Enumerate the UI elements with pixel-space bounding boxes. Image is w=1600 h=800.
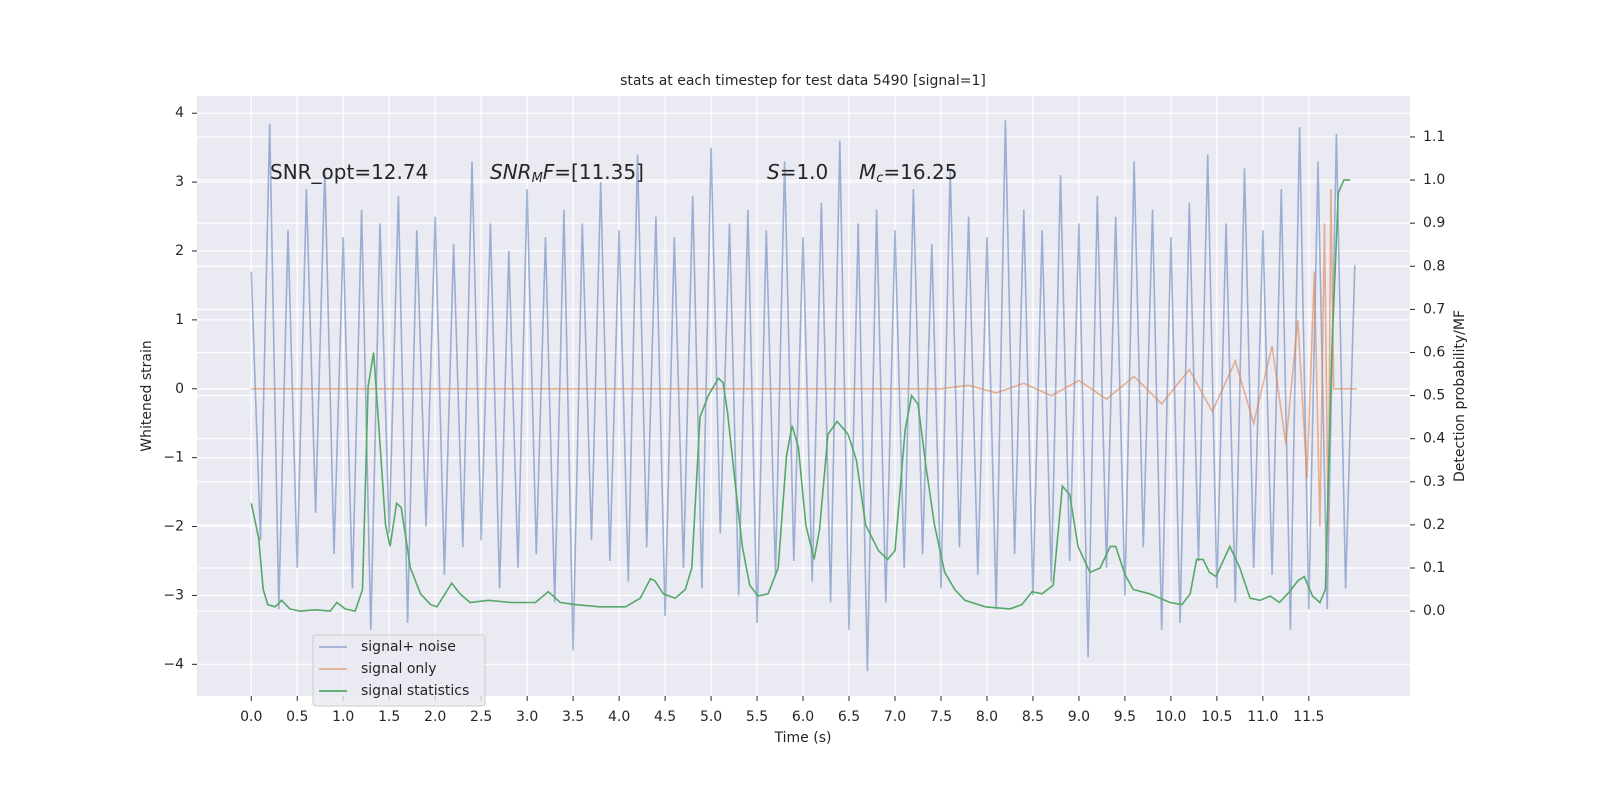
x-tick-label: 9.0 (1068, 709, 1090, 725)
y-tick-label: 1 (175, 312, 184, 328)
y-tick-label: 0 (175, 381, 184, 397)
y-tick-label: −3 (163, 587, 184, 603)
annotation-part: M (532, 171, 543, 186)
y2-axis-label: Detection probability/MF (1452, 310, 1468, 482)
x-tick-label: 7.0 (884, 709, 906, 725)
x-tick-label: 1.0 (332, 709, 354, 725)
annotation-part: =[11.35] (554, 160, 644, 184)
x-tick-label: 6.0 (792, 709, 814, 725)
y2-tick-label: 0.8 (1423, 258, 1445, 274)
y-tick-label: −1 (163, 450, 184, 466)
series-line (251, 188, 1357, 534)
y-tick-label: 2 (175, 243, 184, 259)
y2-tick-label: 0.5 (1423, 388, 1445, 404)
y-tick-label: −4 (163, 656, 184, 672)
annotation: SNR_opt=12.74 (270, 160, 428, 184)
y-tick-label: 4 (175, 105, 184, 121)
x-tick-label: 4.0 (608, 709, 630, 725)
x-tick-label: 5.5 (746, 709, 768, 725)
annotation-part: S (767, 160, 780, 184)
legend-box (312, 634, 486, 707)
x-tick-label: 2.5 (470, 709, 492, 725)
chart-title: stats at each timestep for test data 549… (620, 73, 986, 89)
legend-label: signal statistics (361, 683, 469, 699)
annotation-part: SNR_opt=12.74 (270, 160, 428, 184)
x-tick-label: 3.0 (516, 709, 538, 725)
y2-tick-label: 0.7 (1423, 301, 1445, 317)
annotation-part: =16.25 (883, 160, 957, 184)
y2-tick-label: 0.4 (1423, 431, 1445, 447)
x-tick-label: 7.5 (930, 709, 952, 725)
annotation: S=1.0 (767, 160, 828, 184)
y2-tick-label: 0.0 (1423, 603, 1445, 619)
x-tick-label: 8.5 (1022, 709, 1044, 725)
x-tick-label: 9.5 (1114, 709, 1136, 725)
x-tick-label: 8.0 (976, 709, 998, 725)
x-tick-label: 10.5 (1201, 709, 1232, 725)
x-axis-label: Time (s) (774, 730, 832, 746)
annotation-part: c (876, 171, 883, 186)
annotation-part: SNR (490, 160, 532, 184)
x-tick-label: 0.5 (286, 709, 308, 725)
x-tick-label: 1.5 (378, 709, 400, 725)
annotation-part: M (859, 160, 876, 184)
x-tick-label: 5.0 (700, 709, 722, 725)
y2-tick-label: 0.1 (1423, 560, 1445, 576)
legend-label: signal only (361, 661, 436, 677)
y2-tick-label: 1.1 (1423, 129, 1445, 145)
x-tick-label: 11.0 (1247, 709, 1278, 725)
x-tick-label: 2.0 (424, 709, 446, 725)
annotation-part: =1.0 (780, 160, 829, 184)
x-tick-label: 0.0 (240, 709, 262, 725)
y-axis-label: Whitened strain (139, 340, 155, 451)
y-tick-label: 3 (175, 174, 184, 190)
annotation-part: F (543, 160, 555, 184)
y-tick-label: −2 (163, 519, 184, 535)
x-tick-label: 4.5 (654, 709, 676, 725)
y2-tick-label: 1.0 (1423, 172, 1445, 188)
series-line (250, 120, 1356, 672)
x-tick-label: 3.5 (562, 709, 584, 725)
y2-tick-label: 0.9 (1423, 215, 1445, 231)
series-line (250, 179, 1351, 613)
x-tick-label: 6.5 (838, 709, 860, 725)
annotation: Mc=16.25 (859, 160, 957, 186)
y2-tick-label: 0.3 (1423, 474, 1445, 490)
x-tick-label: 10.0 (1155, 709, 1186, 725)
x-tick-label: 11.5 (1293, 709, 1324, 725)
legend-label: signal+ noise (361, 639, 456, 655)
annotation: SNRMF=[11.35] (490, 160, 644, 186)
y2-tick-label: 0.6 (1423, 344, 1445, 360)
y2-tick-label: 0.2 (1423, 517, 1445, 533)
